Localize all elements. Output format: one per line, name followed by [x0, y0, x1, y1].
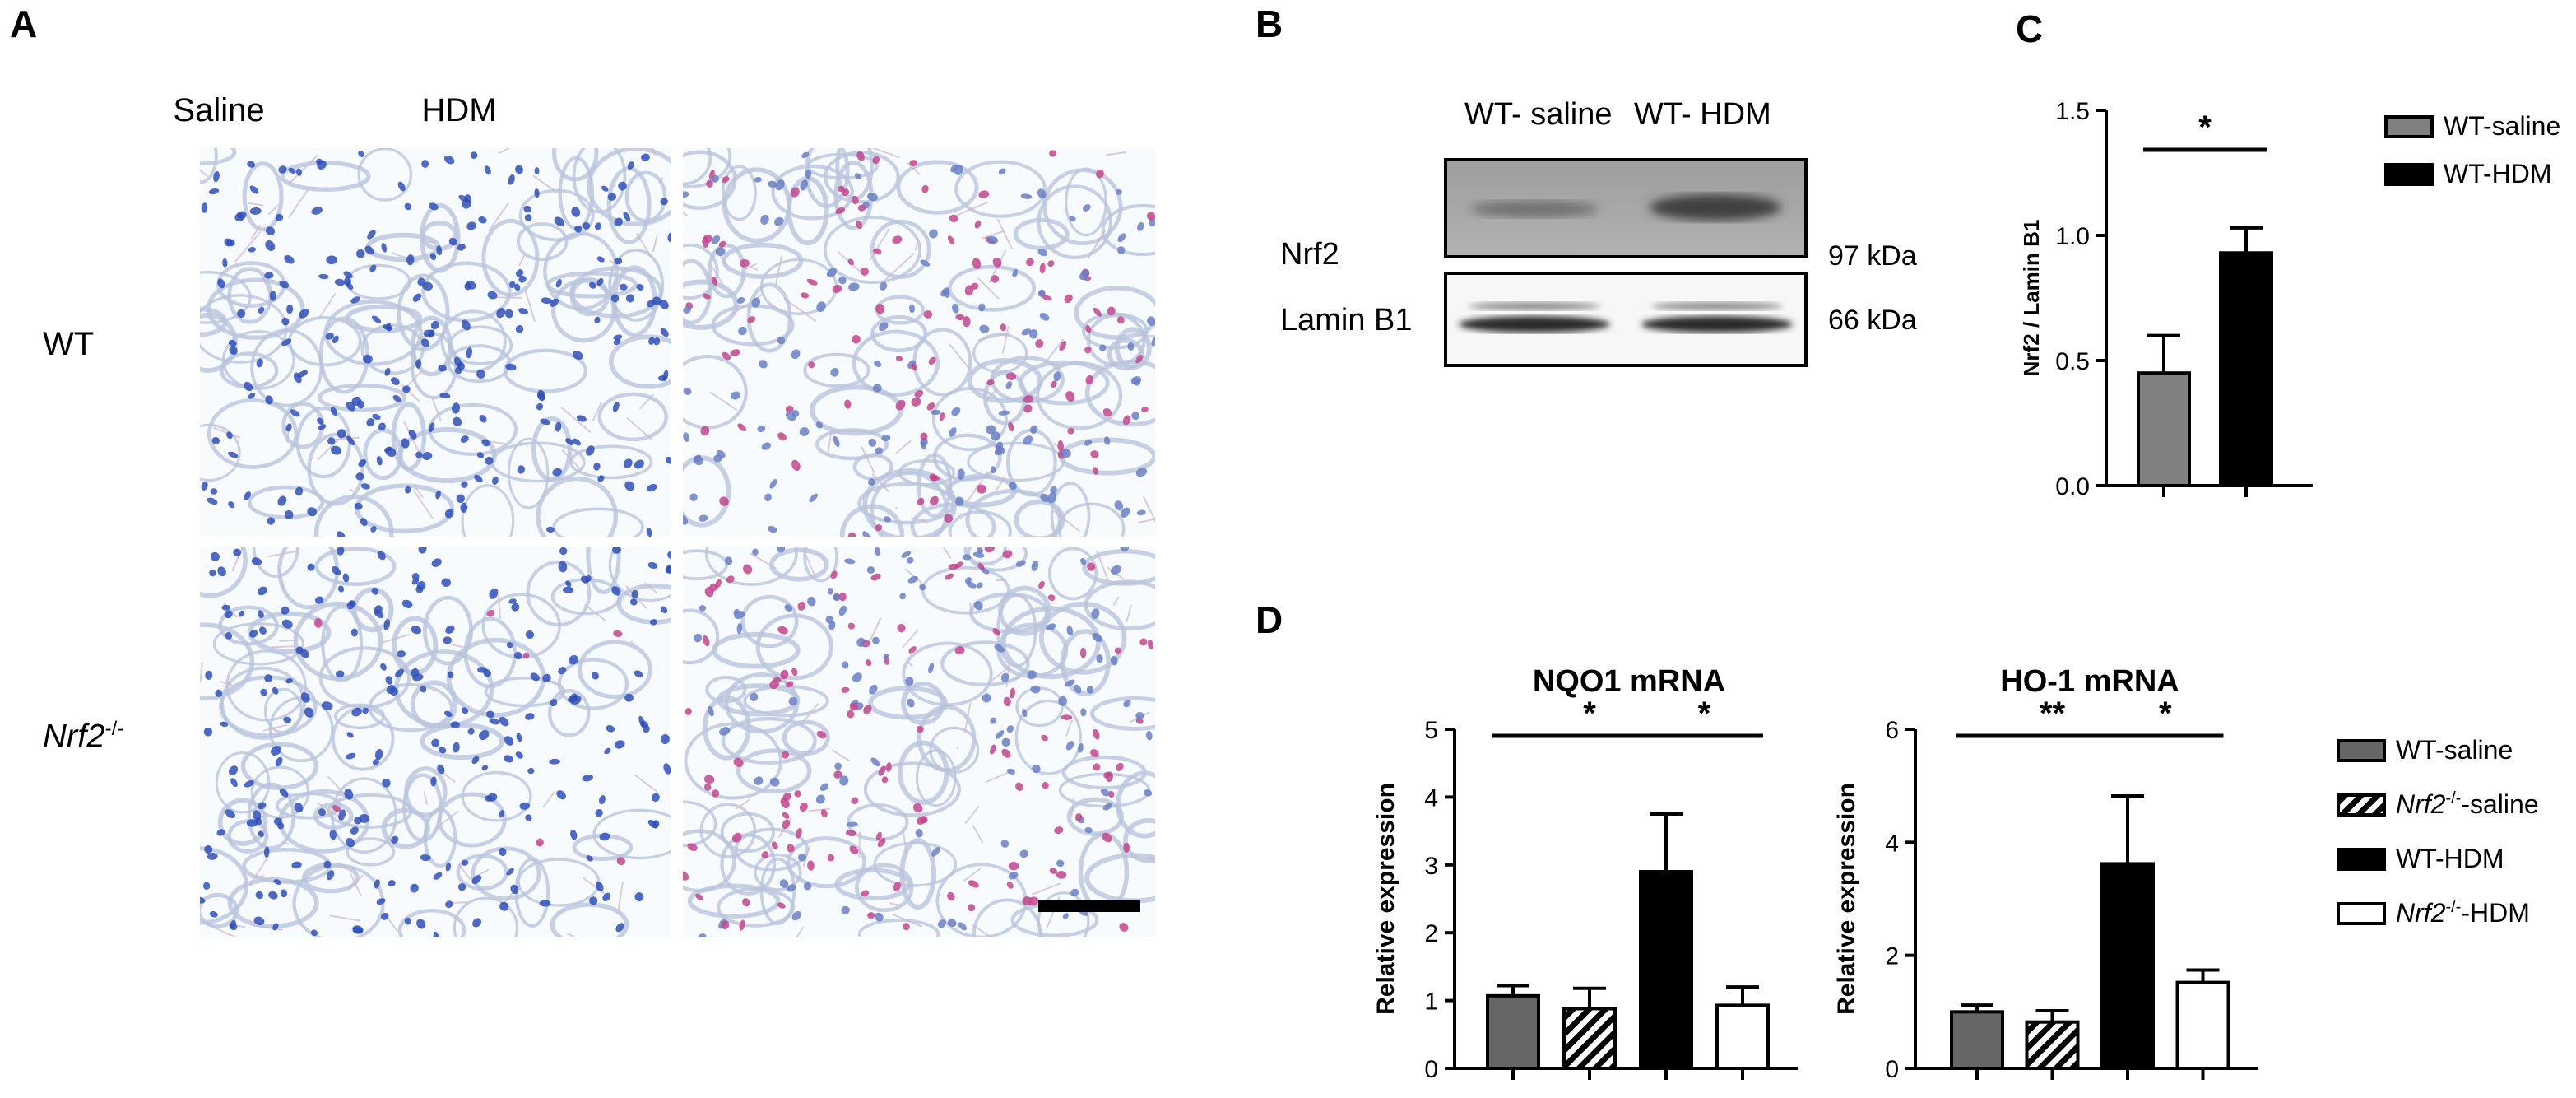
significance-marker: ** — [2040, 696, 2066, 732]
western-blot-lamin-b1 — [1444, 272, 1808, 367]
col-title-hdm: HDM — [421, 92, 497, 128]
bar-nrf2-hdm — [2175, 980, 2230, 1071]
significance-marker: * — [2159, 696, 2172, 732]
y-tick-label: 1.5 — [2055, 98, 2090, 125]
y-tick-label: 2 — [1424, 920, 1438, 947]
y-axis-label: Relative expression — [1372, 783, 1399, 1015]
micrograph-wt-hdm — [683, 148, 1155, 537]
y-tick-label: 0.0 — [2055, 473, 2090, 500]
band-label-lamin-b1: Lamin B1 — [1280, 303, 1413, 337]
y-tick-label: 3 — [1424, 853, 1438, 880]
row-label-wt: WT — [43, 326, 95, 362]
y-tick-label: 0.5 — [2055, 348, 2090, 375]
bar-nrf2-saline — [2025, 1020, 2080, 1070]
panel-d-letter: D — [1256, 598, 1283, 641]
lamin-band-hdm — [1641, 316, 1793, 333]
y-tick-label: 1.0 — [2055, 223, 2090, 250]
bar-wt-hdm — [2219, 251, 2273, 487]
nrf2-band-saline — [1470, 201, 1599, 217]
western-blot-nrf2 — [1444, 158, 1808, 258]
y-tick-label: 6 — [1885, 717, 1899, 744]
micrograph-nrf2-saline — [200, 547, 671, 937]
legend-label: WT-saline — [2444, 111, 2560, 141]
legend-label: Nrf2-/--HDM — [2396, 898, 2530, 928]
scale-bar — [1038, 900, 1140, 912]
legend-swatch — [2384, 115, 2434, 138]
micrograph-nrf2-hdm — [683, 547, 1155, 937]
bar-wt-hdm — [1639, 870, 1693, 1071]
legend-label: Nrf2-/--saline — [2396, 789, 2539, 819]
legend-label: WT-HDM — [2444, 159, 2552, 188]
col-title-saline: Saline — [173, 92, 265, 128]
bar-wt-saline — [1950, 1010, 2004, 1071]
legend-label: WT-HDM — [2396, 844, 2504, 873]
legend-swatch — [2337, 902, 2386, 925]
lamin-band-saline — [1459, 316, 1610, 333]
chart-d-nqo1: NQO1 mRNA 0 1 2 3 4 5 Relative expression * * — [1372, 664, 1798, 1083]
y-tick-label: 0 — [1885, 1056, 1899, 1083]
y-axis-label: Relative expression — [1833, 783, 1860, 1015]
panel-b-letter: B — [1256, 2, 1283, 45]
bar-wt-saline — [2137, 371, 2191, 488]
micrograph-wt-saline — [200, 148, 671, 537]
panel-a-letter: A — [10, 2, 38, 45]
bar-nrf2-saline — [1562, 1007, 1617, 1071]
band-label-nrf2: Nrf2 — [1280, 237, 1339, 272]
panel-c-letter: C — [2016, 7, 2044, 50]
y-tick-label: 4 — [1885, 830, 1899, 857]
bar-nrf2-hdm — [1715, 1003, 1770, 1071]
significance-marker: * — [1698, 696, 1711, 732]
legend-swatch — [2337, 739, 2386, 762]
legend-label: WT-saline — [2396, 735, 2513, 765]
row-label-nrf2-ko: Nrf2-/- — [43, 718, 124, 755]
significance-marker: * — [2198, 109, 2212, 146]
y-tick-label: 2 — [1885, 943, 1899, 970]
legend-swatch — [2337, 848, 2386, 871]
legend-swatch — [2384, 163, 2434, 186]
lane-label-wt-saline: WT- saline — [1464, 97, 1613, 132]
significance-marker: * — [1583, 696, 1596, 732]
legend-swatch — [2337, 793, 2386, 817]
y-tick-label: 5 — [1424, 717, 1438, 744]
y-tick-label: 0 — [1424, 1056, 1438, 1083]
chart-title: NQO1 mRNA — [1533, 664, 1725, 699]
lane-label-wt-hdm: WT- HDM — [1634, 97, 1771, 132]
kda-label-lamin-b1: 66 kDa — [1828, 305, 1917, 336]
nrf2-band-hdm — [1650, 194, 1781, 221]
chart-c-nrf2-lamin: 0.0 0.5 1.0 1.5 Nrf2 / Lamin B1 * WT-saline WT-… — [2019, 98, 2560, 500]
bar-wt-hdm — [2100, 862, 2155, 1070]
kda-label-nrf2: 97 kDa — [1828, 240, 1917, 272]
chart-title: HO-1 mRNA — [2000, 664, 2179, 699]
y-tick-label: 4 — [1424, 784, 1438, 812]
y-tick-label: 1 — [1424, 989, 1438, 1016]
bar-wt-saline — [1486, 993, 1540, 1070]
y-axis-label: Nrf2 / Lamin B1 — [2019, 220, 2044, 377]
